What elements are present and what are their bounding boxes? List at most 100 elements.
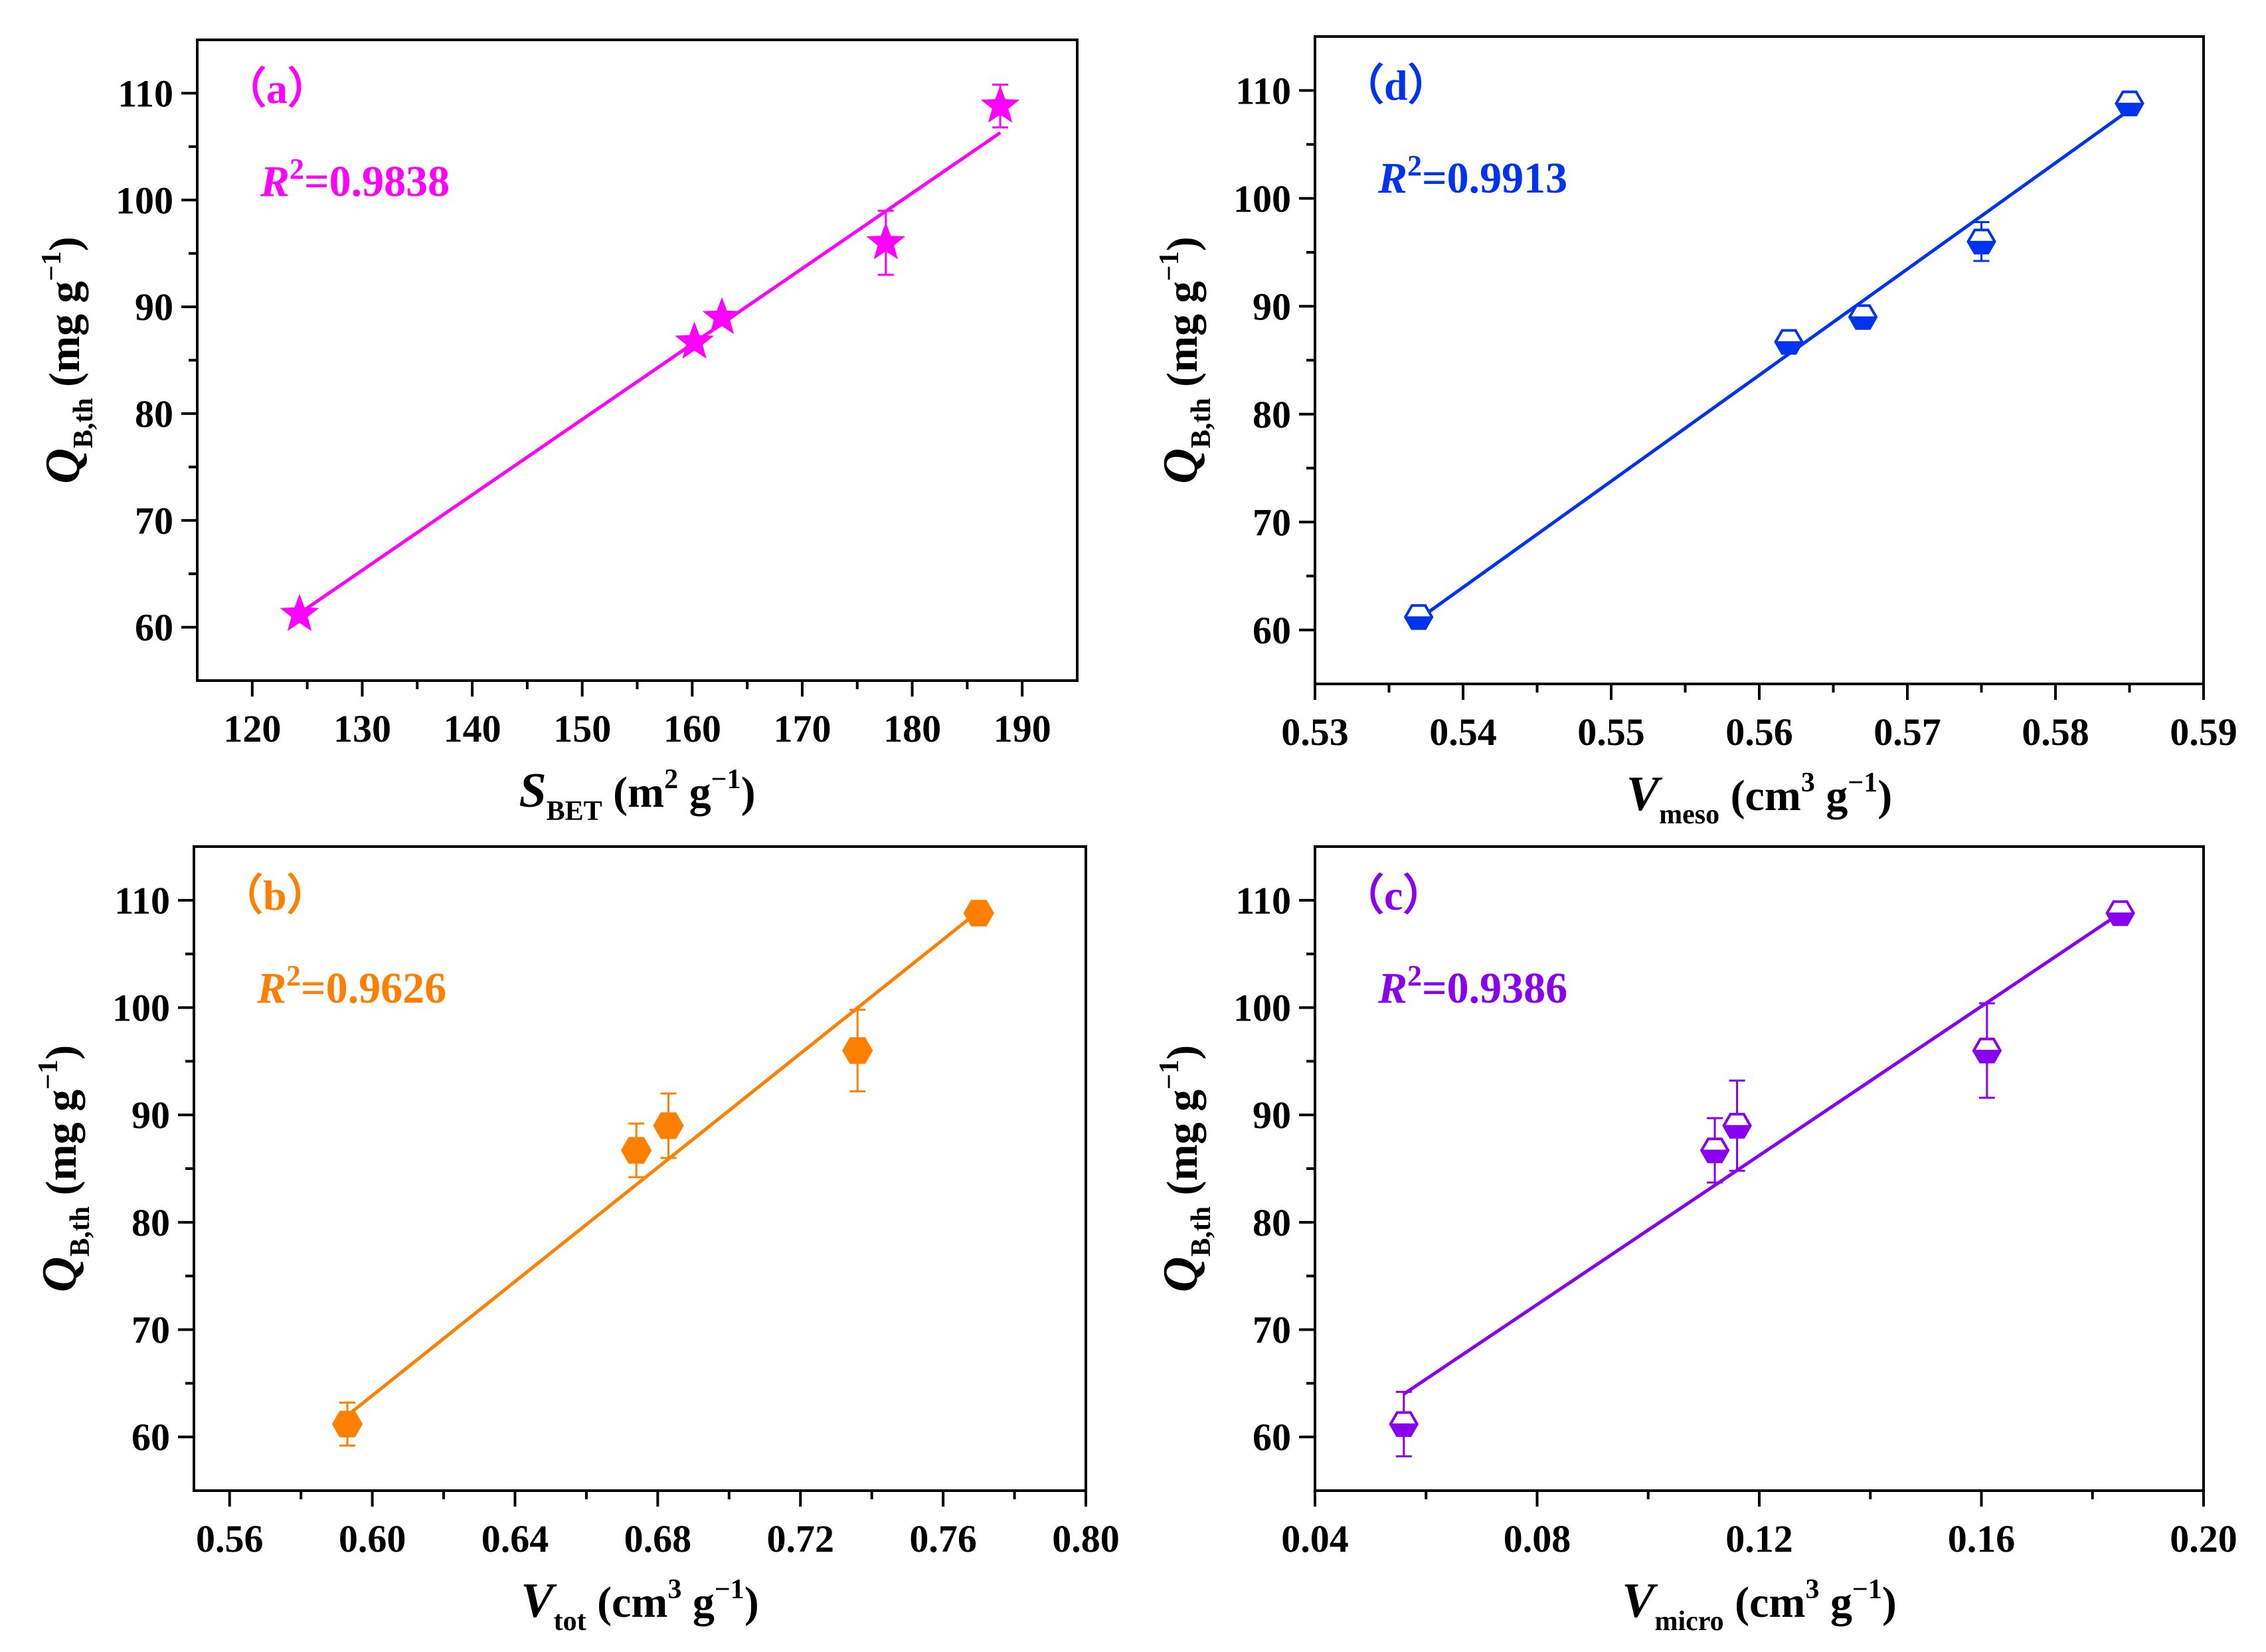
panel-label: （c） <box>1342 872 1445 919</box>
y-tick-label: 60 <box>1253 609 1291 652</box>
y-tick-label: 80 <box>135 392 173 436</box>
data-point <box>702 297 742 335</box>
chart-panel-a: 120 130 140 150 160 170 180 190 60 70 80 90 100 110 SB… <box>36 39 1079 827</box>
data-point <box>1848 304 1878 330</box>
data-point-fill <box>2105 912 2135 926</box>
x-tick-label: 0.64 <box>481 1517 549 1560</box>
x-tick-label: 0.80 <box>1052 1517 1120 1560</box>
plot-frame <box>196 39 1079 682</box>
data-point <box>1722 1113 1752 1139</box>
chart-panel-d: 0.53 0.54 0.55 0.56 0.57 0.58 0.59 60 70 80 90 100 1… <box>1154 35 2237 830</box>
data-point-fill <box>1389 1423 1419 1437</box>
x-tick-label: 130 <box>333 707 391 750</box>
y-tick-label: 60 <box>1253 1416 1291 1459</box>
y-tick-label: 110 <box>1235 879 1291 922</box>
fit-line <box>1403 912 2121 1396</box>
data-point <box>980 85 1020 123</box>
plot-frame <box>1314 35 2205 685</box>
x-tick-label: 160 <box>663 707 721 750</box>
x-tick-label: 0.58 <box>2022 710 2089 754</box>
y-tick-label: 110 <box>114 879 170 922</box>
y-axis-title: QB,th (mg g−1) <box>1154 236 1217 483</box>
chart-panel-b: 0.56 0.60 0.64 0.68 0.72 0.76 0.80 60 70 80 90 100 1… <box>33 845 1120 1637</box>
data-point <box>653 1112 684 1139</box>
y-tick-label: 70 <box>1253 1309 1291 1352</box>
x-axis-title: Vmicro (cm3 g−1) <box>1622 1574 1897 1637</box>
r-squared-label: R2=0.9386 <box>1377 959 1567 1013</box>
fit-line <box>346 910 980 1417</box>
y-tick-label: 60 <box>135 606 173 649</box>
data-point <box>1966 228 1996 255</box>
data-point-fill <box>2115 102 2144 116</box>
x-tick-label: 180 <box>883 707 941 750</box>
data-point-fill <box>1404 616 1433 629</box>
data-point <box>675 321 715 359</box>
x-tick-label: 0.16 <box>1948 1517 2016 1560</box>
data-point-fill <box>1700 1149 1729 1163</box>
y-axis-title: QB,th (mg g−1) <box>36 236 99 483</box>
fit-line <box>298 131 1002 615</box>
x-tick-label: 0.55 <box>1577 710 1645 754</box>
y-tick-label: 110 <box>1235 69 1291 112</box>
panel-label: （b） <box>220 872 329 919</box>
x-tick-label: 0.08 <box>1504 1517 1571 1560</box>
panel-label: （a） <box>224 65 330 112</box>
data-point-fill <box>1972 1050 2002 1063</box>
data-point <box>1403 604 1434 630</box>
data-point <box>1972 1037 2002 1064</box>
y-tick-label: 70 <box>131 1309 170 1352</box>
x-tick-label: 0.12 <box>1725 1517 1793 1560</box>
data-point <box>842 1037 873 1064</box>
y-tick-label: 90 <box>1253 285 1291 328</box>
x-tick-label: 0.56 <box>1725 710 1793 754</box>
data-point-fill <box>1848 316 1877 329</box>
data-point <box>2115 90 2144 117</box>
data-point <box>331 1410 363 1438</box>
x-tick-label: 0.68 <box>624 1517 692 1560</box>
y-tick-label: 110 <box>118 72 173 115</box>
x-tick-label: 140 <box>444 707 501 750</box>
x-tick-label: 0.76 <box>909 1517 977 1560</box>
data-point-fill <box>1774 341 1804 355</box>
x-axis-title: SBET (m2 g−1) <box>519 764 755 827</box>
y-tick-label: 90 <box>135 286 173 329</box>
fit-line <box>1417 108 2131 621</box>
plot-frame <box>1314 845 2205 1492</box>
y-tick-label: 80 <box>1253 393 1291 436</box>
data-point <box>963 900 994 927</box>
x-tick-label: 0.53 <box>1281 710 1349 754</box>
r-squared-label: R2=0.9913 <box>1377 149 1567 203</box>
x-tick-label: 120 <box>223 707 281 750</box>
x-tick-label: 0.20 <box>2170 1517 2237 1560</box>
y-tick-label: 80 <box>131 1201 170 1244</box>
r-squared-label: R2=0.9626 <box>256 959 446 1013</box>
y-tick-label: 100 <box>112 987 170 1030</box>
data-point <box>1774 329 1804 355</box>
y-tick-label: 100 <box>1233 177 1291 220</box>
plot-frame <box>193 845 1087 1492</box>
x-tick-label: 0.59 <box>2170 710 2237 754</box>
data-point <box>620 1137 652 1164</box>
chart-panel-c: 0.04 0.08 0.12 0.16 0.20 60 70 80 90 100 110 Vmicro… <box>1154 845 2237 1637</box>
y-tick-label: 100 <box>1233 987 1291 1030</box>
data-point <box>2105 900 2135 926</box>
x-axis-title: Vmeso (cm3 g−1) <box>1626 767 1893 830</box>
x-tick-label: 150 <box>553 707 611 750</box>
data-point-fill <box>1966 240 1996 254</box>
r-squared-label: R2=0.9838 <box>260 153 450 206</box>
y-tick-label: 90 <box>1253 1094 1291 1137</box>
x-tick-label: 0.60 <box>339 1517 406 1560</box>
data-point <box>280 594 319 631</box>
x-axis-title: Vtot (cm3 g−1) <box>521 1574 759 1637</box>
y-tick-label: 70 <box>135 499 173 542</box>
x-tick-label: 170 <box>773 707 831 750</box>
panel-label: （d） <box>1342 62 1450 109</box>
x-tick-label: 0.04 <box>1281 1517 1349 1560</box>
x-tick-label: 0.57 <box>1874 710 1941 754</box>
y-tick-label: 100 <box>116 179 173 222</box>
x-tick-label: 0.56 <box>196 1517 264 1560</box>
y-tick-label: 80 <box>1253 1201 1291 1244</box>
data-point <box>1389 1411 1419 1438</box>
y-axis-title: QB,th (mg g−1) <box>33 1045 96 1292</box>
